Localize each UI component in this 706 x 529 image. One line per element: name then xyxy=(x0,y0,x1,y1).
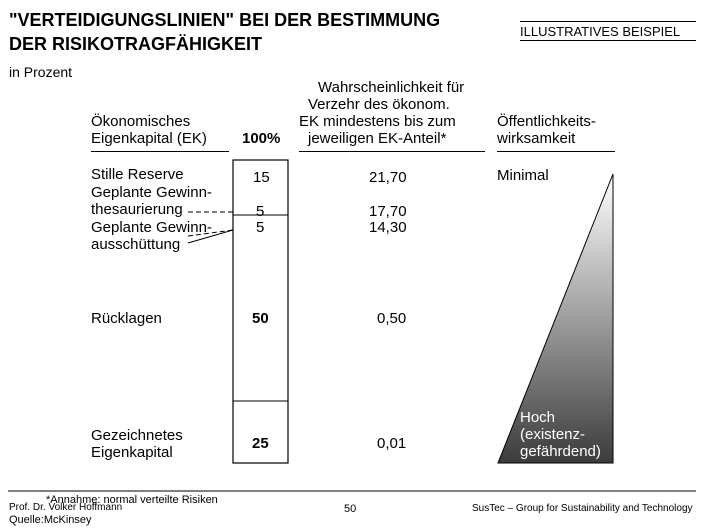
publicity-high-line3: gefährdend) xyxy=(520,443,601,460)
header-ek-line2: Eigenkapital (EK) xyxy=(91,130,207,147)
publicity-wedge xyxy=(497,173,614,464)
ek-share-stille-reserve: 15 xyxy=(253,169,270,186)
badge-rule-top xyxy=(520,21,696,22)
ek-share-gezeichnetes: 25 xyxy=(252,435,269,452)
ek-share-ausschuettung: 5 xyxy=(256,219,265,236)
publicity-high-line1: Hoch xyxy=(520,409,556,426)
badge-rule-bottom xyxy=(520,40,696,41)
header-prob-line2: Verzehr des ökonom. xyxy=(308,96,450,113)
row-label-thesaurierung-line1: Geplante Gewinn- xyxy=(91,184,212,201)
footnote: *Annahme: normal verteilte Risiken xyxy=(46,494,218,506)
row-label-thesaurierung-line2: thesaurierung xyxy=(91,201,183,218)
header-total: 100% xyxy=(242,130,281,147)
unit-label: in Prozent xyxy=(9,64,73,80)
ek-share-ruecklagen: 50 xyxy=(252,310,269,327)
row-label-ruecklagen: Rücklagen xyxy=(91,310,162,327)
footer-organization: SusTec – Group for Sustainability and Te… xyxy=(472,503,693,514)
header-publicity-line1: Öffentlichkeits- xyxy=(497,113,596,130)
leader-line-ausschuettung-2 xyxy=(187,229,234,244)
footer-author: Prof. Dr. Volker Hoffmann xyxy=(9,502,123,513)
header-rule-publicity xyxy=(497,151,615,152)
header-rule-ek xyxy=(91,151,229,152)
slide-title-line2: DER RISIKOTRAGFÄHIGKEIT xyxy=(9,34,263,54)
publicity-low-label: Minimal xyxy=(497,167,549,184)
row-label-ausschuettung-line1: Geplante Gewinn- xyxy=(91,219,212,236)
publicity-high-line2: (existenz- xyxy=(520,426,586,443)
footer-source: Quelle:McKinsey xyxy=(9,514,92,526)
probability-ruecklagen: 0,50 xyxy=(377,310,407,327)
ek-share-thesaurierung: 5 xyxy=(256,203,265,220)
header-ek-line1: Ökonomisches xyxy=(91,113,191,130)
row-label-stille-reserve: Stille Reserve xyxy=(91,166,184,183)
leader-line-ausschuettung-1 xyxy=(187,229,234,237)
header-prob-line4: jeweiligen EK-Anteil* xyxy=(308,130,447,147)
probability-thesaurierung: 17,70 xyxy=(369,203,407,220)
probability-gezeichnetes: 0,01 xyxy=(377,435,407,452)
row-label-ausschuettung-line2: ausschüttung xyxy=(91,236,181,253)
row-label-gezeichnetes-line2: Eigenkapital xyxy=(91,444,173,461)
page-number: 50 xyxy=(344,503,357,515)
header-prob-line1: Wahrscheinlichkeit für xyxy=(318,79,465,96)
probability-stille-reserve: 21,70 xyxy=(369,169,407,186)
header-publicity-line2: wirksamkeit xyxy=(497,130,576,147)
header-prob-line3: EK mindestens bis zum xyxy=(299,113,456,130)
slide-title-line1: "VERTEIDIGUNGSLINIEN" BEI DER BESTIMMUNG xyxy=(9,10,441,30)
header-rule-prob xyxy=(299,151,485,152)
column-outline xyxy=(232,159,289,464)
illustrative-badge: ILLUSTRATIVES BEISPIEL xyxy=(520,24,681,39)
probability-ausschuettung: 14,30 xyxy=(369,219,407,236)
row-label-gezeichnetes-line1: Gezeichnetes xyxy=(91,427,183,444)
